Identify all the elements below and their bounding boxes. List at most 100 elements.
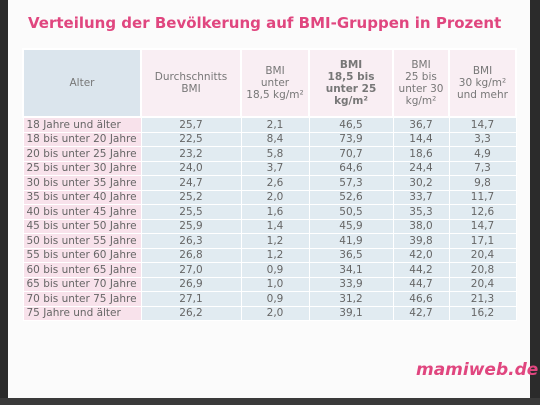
table-cell: 25,5: [140, 204, 242, 220]
header-line: und mehr: [457, 89, 508, 101]
table-cell: 18 Jahre und älter: [22, 116, 142, 133]
table-cell: 75 Jahre und älter: [22, 305, 142, 321]
header-cell: BMI 18,5 bis unter 25 kg/m²: [308, 48, 394, 118]
header-line: kg/m²: [405, 95, 437, 107]
table-cell: 42,0: [392, 247, 450, 263]
table-cell: 27,1: [140, 291, 242, 307]
table-row: 60 bis unter 65 Jahre 27,0 0,9 34,1 44,2 20,8: [22, 262, 517, 278]
table-cell: 4,9: [448, 146, 517, 162]
header-line: kg/m²: [334, 95, 368, 107]
table-cell: 33,7: [392, 189, 450, 205]
header-line: 18,5 kg/m²: [246, 89, 304, 101]
table-cell: 14,7: [448, 218, 517, 234]
table-cell: 45 bis unter 50 Jahre: [22, 218, 142, 234]
table-cell: 50,5: [308, 204, 394, 220]
table-cell: 14,7: [448, 116, 517, 133]
table-cell: 0,9: [240, 291, 310, 307]
table-cell: 2,0: [240, 189, 310, 205]
table-row: 55 bis unter 60 Jahre 26,8 1,2 36,5 42,0 20,4: [22, 247, 517, 263]
table-cell: 64,6: [308, 160, 394, 176]
bottom-bar: [0, 398, 540, 405]
table-cell: 26,3: [140, 233, 242, 249]
table-cell: 65 bis unter 70 Jahre: [22, 276, 142, 292]
table-cell: 22,5: [140, 131, 242, 147]
logo: mamiweb.de: [416, 360, 539, 380]
table-cell: 12,6: [448, 204, 517, 220]
table-cell: 44,7: [392, 276, 450, 292]
table-cell: 0,9: [240, 262, 310, 278]
table-cell: 27,0: [140, 262, 242, 278]
table-cell: 2,0: [240, 305, 310, 321]
table-cell: 20 bis unter 25 Jahre: [22, 146, 142, 162]
table-cell: 26,8: [140, 247, 242, 263]
table-cell: 20,4: [448, 276, 517, 292]
header-line: Durchschnitts: [154, 71, 228, 83]
table-cell: 21,3: [448, 291, 517, 307]
table-cell: 24,0: [140, 160, 242, 176]
header-cell: BMI 30 kg/m² und mehr: [448, 48, 517, 118]
table-cell: 57,3: [308, 175, 394, 191]
table-cell: 36,5: [308, 247, 394, 263]
header-line: unter 30: [398, 83, 444, 95]
table-row: 25 bis unter 30 Jahre 24,0 3,7 64,6 24,4 7,3: [22, 160, 517, 176]
table-cell: 42,7: [392, 305, 450, 321]
table-cell: 1,0: [240, 276, 310, 292]
header-line: BMI: [339, 59, 363, 71]
table-cell: 25,2: [140, 189, 242, 205]
table-cell: 2,6: [240, 175, 310, 191]
table-row: 18 Jahre und älter 25,7 2,1 46,5 36,7 14,7: [22, 116, 517, 133]
bmi-table: Alter Durchschnitts BMI BMI unter 18,5 kg/m² B…: [22, 48, 517, 321]
table-row: 20 bis unter 25 Jahre 23,2 5,8 70,7 18,6 4,9: [22, 146, 517, 162]
table-cell: 1,2: [240, 233, 310, 249]
table-cell: 16,2: [448, 305, 517, 321]
table-cell: 31,2: [308, 291, 394, 307]
table-cell: 14,4: [392, 131, 450, 147]
table-row: 70 bis unter 75 Jahre 27,1 0,9 31,2 46,6 21,3: [22, 291, 517, 307]
table-row: 75 Jahre und älter 26,2 2,0 39,1 42,7 16,2: [22, 305, 517, 321]
table-cell: 24,4: [392, 160, 450, 176]
header-cell: Alter: [22, 48, 142, 118]
table-cell: 17,1: [448, 233, 517, 249]
table-cell: 41,9: [308, 233, 394, 249]
header-line: 30 kg/m²: [458, 77, 507, 89]
table-cell: 23,2: [140, 146, 242, 162]
table-cell: 1,4: [240, 218, 310, 234]
header-line: BMI: [411, 59, 431, 71]
table-cell: 40 bis unter 45 Jahre: [22, 204, 142, 220]
table-row: 40 bis unter 45 Jahre 25,5 1,6 50,5 35,3 12,6: [22, 204, 517, 220]
table-cell: 3,7: [240, 160, 310, 176]
table-cell: 26,2: [140, 305, 242, 321]
table-cell: 1,6: [240, 204, 310, 220]
table-cell: 46,5: [308, 116, 394, 133]
table-cell: 1,2: [240, 247, 310, 263]
table-cell: 33,9: [308, 276, 394, 292]
table-cell: 35 bis unter 40 Jahre: [22, 189, 142, 205]
table-cell: 44,2: [392, 262, 450, 278]
table-cell: 39,1: [308, 305, 394, 321]
table-cell: 18,6: [392, 146, 450, 162]
header-cell: Durchschnitts BMI: [140, 48, 242, 118]
table-cell: 26,9: [140, 276, 242, 292]
header-cell: BMI unter 18,5 kg/m²: [240, 48, 310, 118]
table-cell: 25,9: [140, 218, 242, 234]
table-cell: 8,4: [240, 131, 310, 147]
header-cell: BMI 25 bis unter 30 kg/m²: [392, 48, 450, 118]
header-line: 25 bis: [405, 71, 437, 83]
table-cell: 39,8: [392, 233, 450, 249]
table-body: 18 Jahre und älter 25,7 2,1 46,5 36,7 14,7 18 …: [22, 116, 517, 321]
table-cell: 55 bis unter 60 Jahre: [22, 247, 142, 263]
header-row: Alter Durchschnitts BMI BMI unter 18,5 kg/m² B…: [22, 48, 517, 118]
header-line: unter: [260, 77, 290, 89]
table-cell: 11,7: [448, 189, 517, 205]
table-cell: 25 bis unter 30 Jahre: [22, 160, 142, 176]
table-row: 50 bis unter 55 Jahre 26,3 1,2 41,9 39,8 17,1: [22, 233, 517, 249]
table-cell: 70,7: [308, 146, 394, 162]
table-cell: 20,8: [448, 262, 517, 278]
table-cell: 25,7: [140, 116, 242, 133]
table-cell: 18 bis unter 20 Jahre: [22, 131, 142, 147]
table-cell: 5,8: [240, 146, 310, 162]
header-line: BMI: [181, 83, 201, 95]
table-cell: 70 bis unter 75 Jahre: [22, 291, 142, 307]
table-cell: 2,1: [240, 116, 310, 133]
